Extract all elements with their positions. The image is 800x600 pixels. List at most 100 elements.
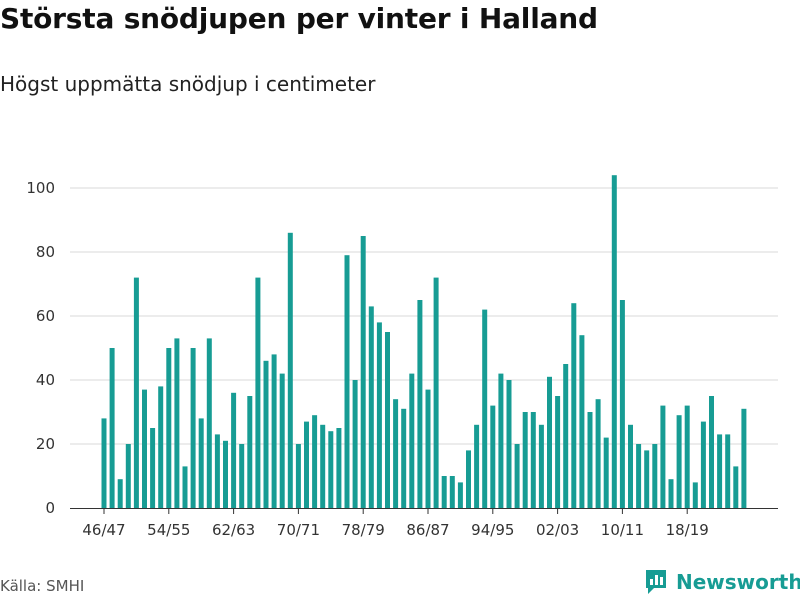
grid-lines [70,187,778,445]
bar-53/54 [158,386,164,508]
x-axis-ticks: 46/47 54/55 62/63 70/71 78/79 86/87 94/95 02/03… [82,508,709,539]
bar-82/83 [393,399,399,508]
y-tick-label: 80 [36,243,55,261]
bar-06/07 [587,412,593,508]
x-tick-label: 10/11 [601,521,644,539]
bar-83/84 [401,408,407,508]
chart-subtitle: Högst uppmätta snödjup i centimeter [0,72,376,96]
chart-title: Största snödjupen per vinter i Halland [0,2,598,35]
source-note: Källa: SMHI [0,577,85,595]
bar-93/94 [482,309,488,508]
bar-02/03 [555,396,561,508]
bar-52/53 [150,428,156,508]
bar-05/06 [579,335,585,508]
bar-47/48 [109,348,115,508]
bar-20/21 [700,421,706,508]
bar-63/64 [239,444,245,508]
bar-67/68 [271,354,277,508]
bar-08/09 [603,437,609,508]
bar-chart-speech-bubble-icon [646,570,666,594]
bar-13/14 [644,450,650,508]
bar-25/26 [741,408,747,508]
y-tick-label: 0 [45,499,55,517]
x-tick-label: 54/55 [147,521,190,539]
bar-01/02 [547,376,552,508]
bar-71/72 [304,421,309,508]
bar-59/60 [206,338,212,508]
bar-14/15 [652,444,658,508]
bar-87/88 [433,277,439,508]
bar-23/24 [725,434,731,508]
bar-81/82 [385,332,390,508]
bar-11/12 [628,424,633,508]
bar-21/22 [709,396,714,508]
bar-16/17 [668,479,674,508]
bar-61/62 [223,440,228,508]
bar-97/98 [514,444,520,508]
bar-58/59 [198,418,204,508]
brand-logo: Newsworthy [644,568,800,596]
bar-07/08 [595,399,601,508]
bar-73/74 [320,424,326,508]
y-tick-label: 100 [26,179,55,197]
bar-84/85 [409,373,415,508]
bar-69/70 [287,232,293,509]
bar-50/51 [133,277,139,508]
bar-80/81 [376,322,382,508]
y-tick-label: 40 [36,371,55,389]
x-tick-label: 02/03 [536,521,579,539]
x-tick-label: 94/95 [471,521,514,539]
bar-98/99 [522,412,528,508]
bar-chart: 0 20 40 60 80 100 46/47 54/55 62/63 70/71 78/79 86… [26,175,778,539]
bar-76/77 [344,255,350,508]
bar-51/52 [142,389,147,508]
y-tick-label: 60 [36,307,55,325]
bar-54/55 [166,348,172,508]
bar-64/65 [247,396,253,508]
bar-09/10 [611,175,617,508]
bar-78/79 [360,236,366,508]
bar-89/90 [449,476,455,508]
bar-19/20 [692,482,698,508]
bar-96/97 [506,380,512,508]
bar-10/11 [619,300,625,508]
bars [101,175,747,509]
bar-57/58 [190,348,196,508]
x-tick-label: 86/87 [406,521,449,539]
bar-60/61 [214,434,220,508]
bar-70/71 [295,444,301,508]
bar-92/93 [474,424,480,508]
bar-48/49 [117,479,123,508]
bar-75/76 [336,428,342,508]
bar-00/01 [538,424,544,508]
bar-55/56 [174,338,180,508]
bar-12/13 [636,444,642,508]
bar-95/96 [498,373,504,508]
brand-name: Newsworthy [676,570,800,594]
bar-94/95 [490,405,496,508]
bar-91/92 [466,450,471,508]
bar-66/67 [263,360,269,508]
y-axis-ticks: 0 20 40 60 80 100 [26,179,55,517]
bar-65/66 [255,277,261,508]
bar-46/47 [101,418,107,508]
bar-17/18 [676,415,682,508]
bar-03/04 [563,364,569,508]
bar-62/63 [231,392,237,508]
bar-18/19 [684,405,690,508]
x-tick-label: 78/79 [342,521,385,539]
bar-90/91 [457,482,463,508]
bar-72/73 [312,415,318,508]
bar-86/87 [425,389,431,508]
bar-04/05 [571,303,577,508]
bar-24/25 [733,466,739,508]
bar-79/80 [368,306,374,508]
y-tick-label: 20 [36,435,55,453]
x-tick-label: 70/71 [277,521,320,539]
x-tick-label: 46/47 [82,521,125,539]
bar-15/16 [660,405,666,508]
x-tick-label: 62/63 [212,521,255,539]
bar-22/23 [717,434,723,508]
bar-68/69 [279,373,285,508]
bar-49/50 [125,444,131,508]
